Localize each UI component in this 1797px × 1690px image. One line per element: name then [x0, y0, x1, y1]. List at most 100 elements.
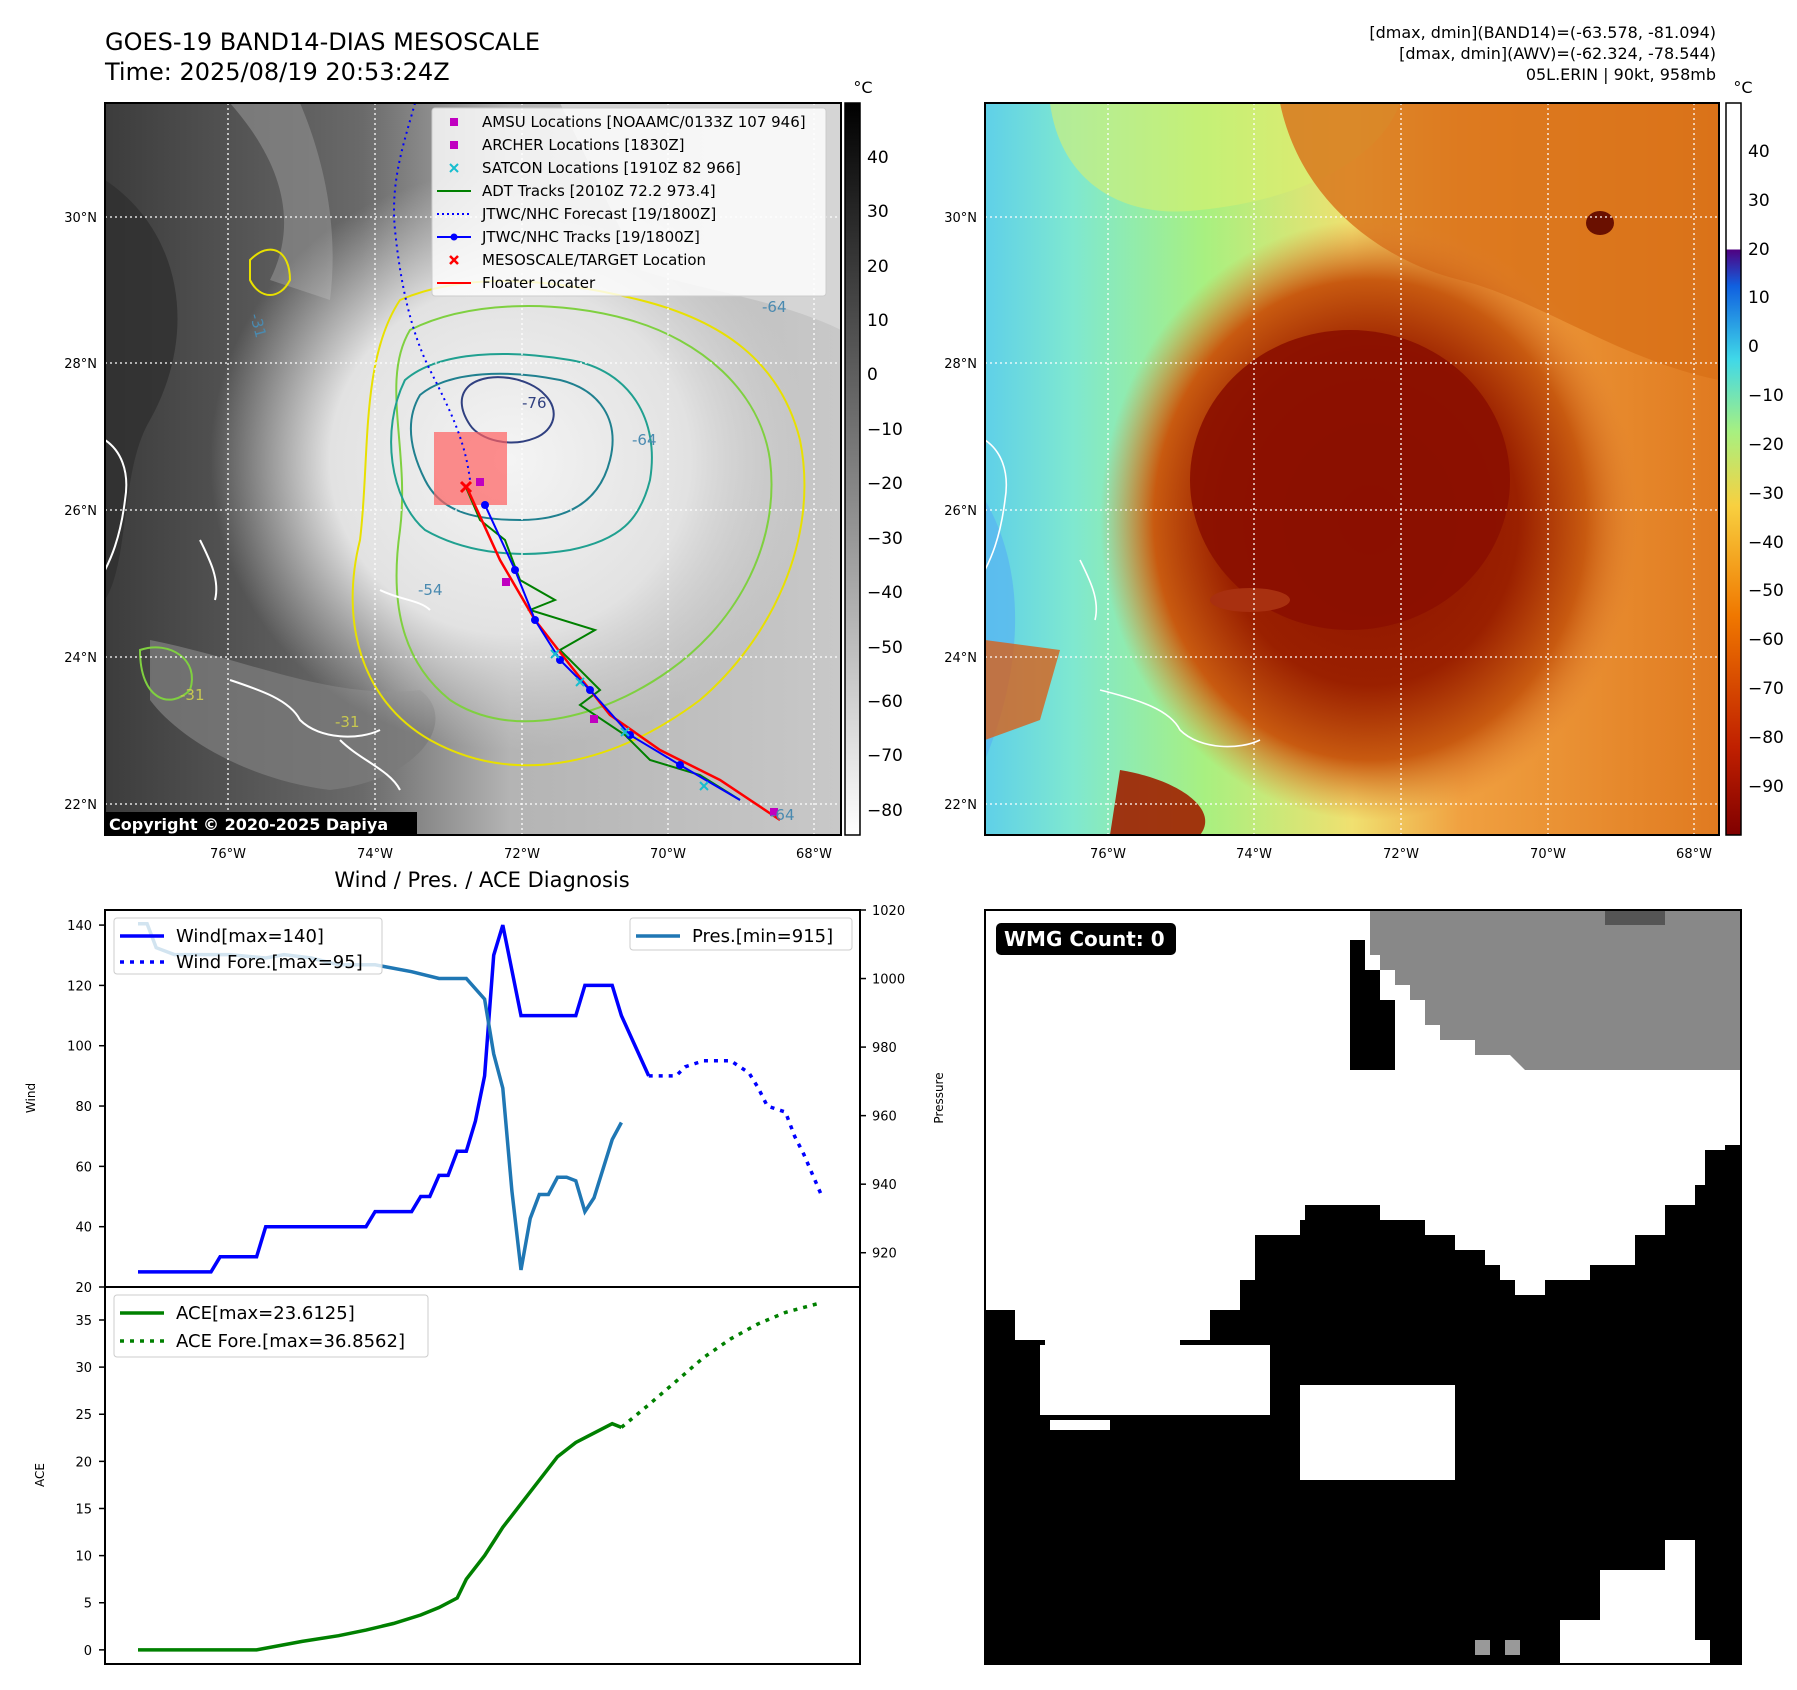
satcon-location — [620, 727, 630, 737]
coastline-bahamas-3 — [339, 739, 401, 791]
wv-colorbar-tick: 0 — [1748, 337, 1759, 357]
ir-colorbar: °C 40 30 20 10 0 −10 −20 −30 −40 −50 −60… — [844, 78, 903, 836]
ace-chart: 0 5 10 15 20 25 30 35 ACE ACE[max=23.6125] ACE … — [33, 1286, 861, 1665]
satcon-location — [699, 781, 709, 791]
contour-label: -64 — [762, 298, 787, 316]
ace-axis-label: ACE — [33, 1463, 47, 1487]
contour-teal — [390, 353, 653, 555]
y-tick-label: 20 — [75, 1455, 92, 1470]
coastline-florida — [105, 439, 128, 571]
ir-colorbar-tick: 20 — [867, 257, 889, 277]
ir-colorbar-tick: −70 — [867, 746, 903, 766]
wv-colorbar-tick: −70 — [1748, 679, 1784, 699]
wv-lat-label: 22°N — [944, 798, 977, 813]
storm-info: 05L.ERIN | 90kt, 958mb — [1526, 65, 1716, 84]
y-tick-label: 10 — [75, 1550, 92, 1565]
jtwc-track-point — [676, 761, 684, 769]
legend-label-target: MESOSCALE/TARGET Location — [482, 251, 706, 269]
legend-label-jtwc: JTWC/NHC Tracks [19/1800Z] — [481, 228, 700, 246]
wind-legend-label: Wind[max=140] — [176, 926, 324, 947]
ir-storm-cloud — [210, 170, 810, 750]
wv-lon-label: 72°W — [1383, 847, 1419, 862]
wv-colorbar-tick: −80 — [1748, 728, 1784, 748]
y2-tick-label: 960 — [872, 1110, 897, 1125]
ir-lon-label: 76°W — [210, 847, 246, 862]
wmg-gray-region — [1370, 910, 1741, 1070]
jtwc-forecast-track — [393, 103, 471, 481]
y2-tick-label: 980 — [872, 1041, 897, 1056]
wv-colorbar-tick: 20 — [1748, 240, 1770, 260]
wind-legend: Wind[max=140] Wind Fore.[max=95] — [113, 917, 383, 975]
wv-coastline-florida — [985, 439, 1008, 571]
contour-label: -31 — [335, 713, 360, 731]
y-tick-label: 20 — [75, 1281, 92, 1296]
legend-label-adt: ADT Tracks [2010Z 72.2 973.4] — [482, 182, 716, 200]
ir-colorbar-tick: 30 — [867, 202, 889, 222]
amsu-location — [476, 478, 484, 486]
wind-pressure-chart: 20 40 60 80 100 120 140 920 940 960 980 1000 1020 Wi… — [24, 904, 946, 1296]
copyright-badge — [105, 812, 417, 835]
wv-map-frame — [984, 102, 1720, 836]
y-tick-label: 25 — [75, 1408, 92, 1423]
pressure-axis-label: Pressure — [932, 1072, 946, 1123]
legend-label-satcon: SATCON Locations [1910Z 82 966] — [482, 159, 741, 177]
contour-label: -31 — [246, 311, 270, 339]
pressure-legend: Pres.[min=915] — [629, 917, 853, 951]
ir-colorbar-tick: −40 — [867, 583, 903, 603]
wv-lat-label: 26°N — [944, 504, 977, 519]
wv-colorbar-tick: −90 — [1748, 777, 1784, 797]
wv-lon-label: 70°W — [1530, 847, 1566, 862]
ir-map-frame — [104, 102, 842, 836]
wmg-frame — [984, 909, 1742, 1665]
y-tick-label: 30 — [75, 1361, 92, 1376]
wv-lon-label: 74°W — [1236, 847, 1272, 862]
ir-colorbar-tick: −50 — [867, 638, 903, 658]
ir-colorbar-gradient — [844, 102, 861, 836]
wv-lon-label: 76°W — [1090, 847, 1126, 862]
legend-marker-jtwc-dot — [450, 233, 458, 241]
wv-colorbar: °C 40 30 20 10 0 −10 −20 −30 −40 −50 −60… — [1725, 78, 1784, 836]
ir-lon-label: 70°W — [650, 847, 686, 862]
ace-legend-label: ACE[max=23.6125] — [176, 1303, 355, 1324]
y2-tick-label: 920 — [872, 1247, 897, 1262]
time-label: Time: 2025/08/19 20:53:24Z — [104, 58, 450, 86]
pressure-line — [138, 921, 623, 1271]
jtwc-track-point — [511, 566, 519, 574]
coastline-bahamas-1 — [199, 539, 218, 601]
ir-colorbar-tick: −20 — [867, 474, 903, 494]
y2-tick-label: 1000 — [872, 973, 905, 988]
wind-axis-label: Wind — [24, 1083, 38, 1113]
y-tick-label: 100 — [67, 1040, 92, 1055]
y-tick-label: 140 — [67, 919, 92, 934]
wmg-dark-cell — [1605, 910, 1665, 925]
contour-label: -76 — [522, 394, 547, 412]
legend-marker-amsu — [450, 118, 458, 126]
ir-lon-label: 68°W — [796, 847, 832, 862]
ace-line — [138, 1421, 623, 1652]
coastline-bahamas-2 — [229, 679, 381, 738]
jtwc-track-point — [531, 616, 539, 624]
archer-location — [502, 578, 510, 586]
ir-lon-label: 72°W — [504, 847, 540, 862]
wv-colorbar-tick: −60 — [1748, 630, 1784, 650]
wmg-gray-cell — [1475, 1640, 1490, 1655]
legend-marker-target — [449, 255, 459, 265]
ir-colorbar-unit: °C — [853, 78, 872, 97]
y-tick-label: 15 — [75, 1502, 92, 1517]
copyright-text: Copyright © 2020-2025 Dapiya — [109, 815, 388, 834]
wv-colorbar-tick: −50 — [1748, 581, 1784, 601]
y-tick-label: 60 — [75, 1160, 92, 1175]
y-tick-label: 5 — [84, 1597, 92, 1612]
pressure-legend-label: Pres.[min=915] — [692, 926, 833, 947]
wv-coastline-bahamas — [1099, 689, 1261, 748]
archer-location — [590, 715, 598, 723]
contour-label: -64 — [632, 431, 657, 449]
wind-forecast-line — [648, 1059, 824, 1198]
y2-tick-label: 940 — [872, 1178, 897, 1193]
wmg-panel: WMG Count: 0 — [984, 909, 1742, 1665]
legend-label-forecast: JTWC/NHC Forecast [19/1800Z] — [481, 205, 716, 223]
coastline-bahamas-4 — [379, 589, 431, 611]
wv-colorbar-tick: 10 — [1748, 288, 1770, 308]
contour-label: -31 — [180, 686, 205, 704]
legend-label-amsu: AMSU Locations [NOAAMC/0133Z 107 946] — [482, 113, 806, 131]
